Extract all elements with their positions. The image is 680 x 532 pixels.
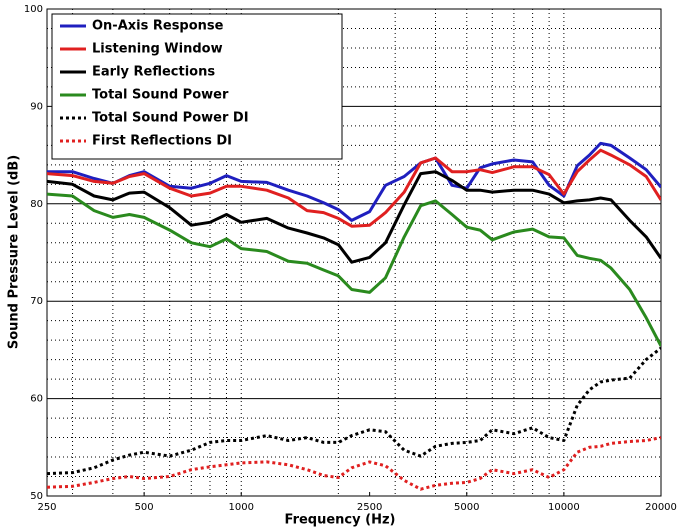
y-tick-label: 80	[30, 199, 43, 210]
legend-label: Listening Window	[92, 42, 223, 57]
x-tick-label: 1000	[229, 502, 254, 513]
x-axis-label: Frequency (Hz)	[285, 513, 396, 528]
x-tick-label: 5000	[454, 502, 479, 513]
series-line	[47, 148, 661, 228]
y-tick-label: 90	[30, 101, 43, 112]
x-tick-label: 500	[135, 502, 154, 513]
legend-label: Total Sound Power DI	[92, 111, 249, 126]
x-tick-label: 2500	[357, 502, 382, 513]
y-tick-label: 70	[30, 296, 43, 307]
y-tick-label: 100	[24, 4, 43, 15]
series-line	[47, 170, 661, 264]
series-line	[47, 192, 661, 347]
x-tick-label: 10000	[548, 502, 580, 513]
legend-label: On-Axis Response	[92, 19, 224, 34]
legend-label: Total Sound Power	[92, 88, 229, 103]
series-line	[47, 436, 661, 491]
legend-label: Early Reflections	[92, 65, 215, 80]
series-line	[47, 346, 661, 476]
legend-label: First Reflections DI	[92, 134, 232, 149]
y-tick-label: 50	[30, 491, 43, 502]
y-axis-label: Sound Pressure Level (dB)	[7, 155, 22, 349]
series-line	[47, 141, 661, 222]
y-tick-label: 60	[30, 394, 43, 405]
legend-box	[51, 13, 343, 160]
plot-frame	[46, 8, 662, 497]
x-tick-label: 20000	[645, 502, 677, 513]
x-tick-label: 250	[37, 502, 56, 513]
